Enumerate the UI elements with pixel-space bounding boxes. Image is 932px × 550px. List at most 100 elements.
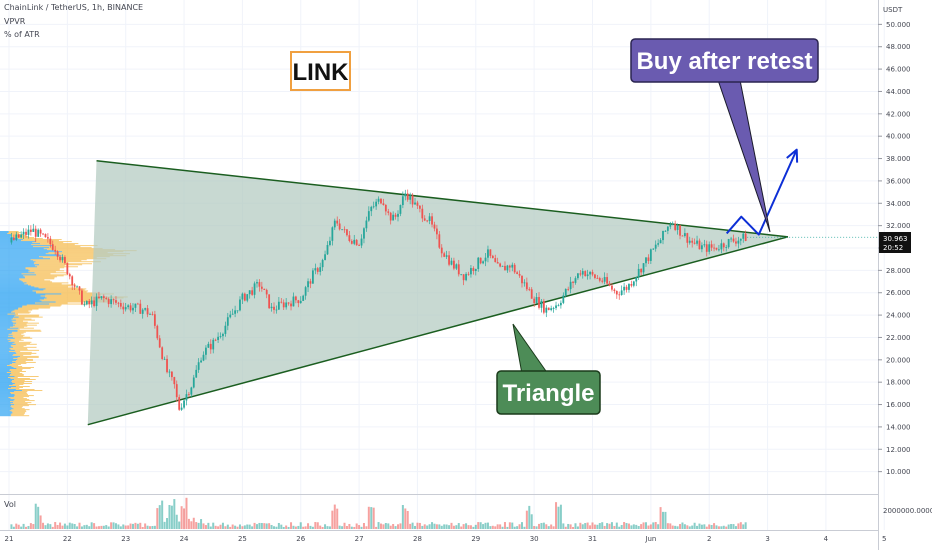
volume-profile-bar xyxy=(0,342,13,344)
candle-body xyxy=(421,208,424,219)
buy-callout[interactable]: Buy after retest xyxy=(630,38,819,233)
volume-profile-bar xyxy=(39,299,110,301)
time-axis[interactable]: 21 22 23 24 25 26 27 28 29 30 31 Jun 2 3 4 5 xyxy=(5,535,887,543)
volume-profile-bar xyxy=(0,277,26,279)
candle-body xyxy=(382,203,385,205)
candle-body xyxy=(608,283,611,286)
volume-profile-bar xyxy=(10,374,24,375)
volume-bar xyxy=(538,523,541,529)
volume-bar xyxy=(314,522,317,529)
candle-body xyxy=(234,310,237,314)
volume-bar xyxy=(530,514,533,529)
volume-profile-bar xyxy=(0,389,16,391)
volume-bar xyxy=(387,523,390,529)
candle-body xyxy=(416,202,419,206)
volume-bar xyxy=(632,524,635,529)
volume-bar xyxy=(68,522,71,529)
volume-bar xyxy=(562,523,565,529)
volume-bar xyxy=(219,524,222,529)
candle-body xyxy=(440,247,443,254)
volume-profile-bar xyxy=(17,330,42,332)
candle-body xyxy=(83,304,86,306)
volume-bar xyxy=(255,524,258,529)
volume-bar xyxy=(676,526,679,529)
volume-bar xyxy=(275,526,278,529)
volume-bar xyxy=(236,526,239,529)
ticker-label-box[interactable]: LINK xyxy=(290,51,351,91)
indicator-vpvr[interactable]: VPVR xyxy=(4,17,26,26)
volume-profile-bar xyxy=(11,387,23,388)
candle-body xyxy=(282,302,285,308)
volume-pane-label[interactable]: Vol xyxy=(4,500,16,509)
price-tick-label: 44.000 xyxy=(886,88,911,96)
price-tick-label: 10.000 xyxy=(886,468,911,476)
volume-bar xyxy=(163,521,166,529)
candle-body xyxy=(611,285,613,290)
symbol-title[interactable]: ChainLink / TetherUS, 1h, BINANCE xyxy=(4,3,144,12)
indicator-atr[interactable]: % of ATR xyxy=(4,30,40,39)
volume-profile-bar xyxy=(0,279,20,281)
candle-body xyxy=(542,300,545,313)
volume-profile-bar xyxy=(0,298,45,300)
candle-body xyxy=(100,296,103,299)
candle-body xyxy=(394,214,397,217)
volume-bar xyxy=(61,525,64,529)
candle-body xyxy=(277,301,280,310)
candle-body xyxy=(129,305,132,311)
candle-body xyxy=(365,220,368,229)
volume-bar xyxy=(443,524,446,529)
candle-body xyxy=(462,274,465,281)
volume-profile-bar xyxy=(8,340,20,342)
candle-body xyxy=(732,238,735,242)
volume-bar xyxy=(146,525,149,529)
volume-bar xyxy=(131,523,134,529)
volume-profile-bar xyxy=(21,240,59,242)
candle-body xyxy=(601,280,604,282)
volume-profile-bar xyxy=(0,397,9,399)
volume-profile-bar xyxy=(0,378,11,379)
volume-profile-bar xyxy=(11,320,23,322)
volume-profile-bar xyxy=(0,254,60,256)
time-tick-label: 31 xyxy=(588,535,597,543)
volume-bar xyxy=(124,525,127,529)
volume-bar xyxy=(486,522,489,529)
candle-body xyxy=(506,265,509,271)
volume-bar xyxy=(545,524,548,529)
volume-profile-bar xyxy=(40,243,79,245)
volume-bar xyxy=(277,522,280,529)
candle-body xyxy=(117,302,120,304)
volume-profile-bar xyxy=(0,287,39,289)
candle-body xyxy=(613,289,616,292)
volume-bar xyxy=(309,525,312,529)
volume-profile-bar xyxy=(10,406,23,408)
triangle-callout[interactable]: Triangle xyxy=(496,323,601,415)
drawings[interactable] xyxy=(725,148,878,238)
volume-bar xyxy=(516,526,519,529)
volume-profile-bar xyxy=(0,293,62,295)
volume-bar xyxy=(691,525,694,529)
time-tick-label: 27 xyxy=(355,535,364,543)
volume-bar xyxy=(450,522,453,529)
volume-profile-bar xyxy=(0,337,15,339)
volume-bar xyxy=(649,524,652,529)
candle-body xyxy=(392,214,395,221)
volume-bar xyxy=(559,504,562,529)
volume-bar xyxy=(547,526,550,529)
volume-bar xyxy=(693,522,696,529)
candle-body xyxy=(156,325,159,339)
volume-profile-bar xyxy=(0,241,36,243)
volume-profile-bar xyxy=(9,326,25,328)
volume-profile-bar xyxy=(0,370,12,372)
volume-profile-bar xyxy=(36,274,68,276)
volume-bar xyxy=(141,526,144,529)
volume-bar xyxy=(217,526,220,529)
volume-profile-bar xyxy=(0,290,33,292)
volume-profile-bar xyxy=(0,249,48,251)
volume-profile-bar xyxy=(0,387,12,388)
volume-profile-bar xyxy=(28,284,76,286)
volume-profile-bar xyxy=(9,392,27,394)
volume-bar xyxy=(401,505,404,529)
candle-body xyxy=(628,284,630,290)
volume-bar xyxy=(17,524,20,529)
